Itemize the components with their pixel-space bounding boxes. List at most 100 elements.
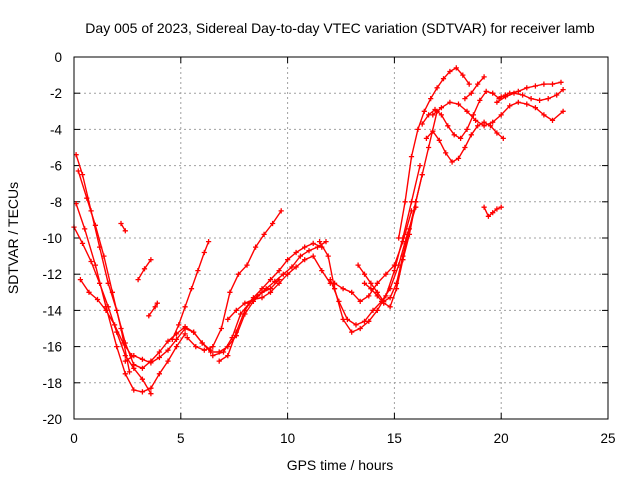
data-point xyxy=(368,280,374,286)
data-point xyxy=(114,344,120,350)
data-point xyxy=(349,329,355,335)
data-point xyxy=(438,105,444,111)
data-point xyxy=(558,79,564,85)
data-point xyxy=(293,249,299,256)
data-point xyxy=(541,81,547,87)
data-point xyxy=(458,135,464,141)
data-point xyxy=(475,81,481,87)
series-track-22 xyxy=(423,119,506,165)
x-tick-label: 0 xyxy=(70,431,78,446)
data-point xyxy=(139,376,145,382)
data-point xyxy=(86,289,92,295)
data-point xyxy=(515,88,521,94)
data-point xyxy=(520,92,526,98)
data-point xyxy=(120,340,126,346)
series-line xyxy=(333,210,413,303)
data-point xyxy=(468,132,474,138)
data-point xyxy=(285,271,291,277)
data-point xyxy=(233,329,239,335)
data-point xyxy=(310,240,316,246)
data-point xyxy=(94,296,101,303)
data-point xyxy=(97,280,103,286)
data-point xyxy=(430,128,436,134)
data-point xyxy=(103,307,109,313)
series-track-3 xyxy=(71,224,154,397)
data-point xyxy=(139,365,145,371)
data-point xyxy=(494,130,500,136)
data-point xyxy=(383,271,389,277)
data-series xyxy=(71,65,566,397)
data-point xyxy=(79,172,86,178)
data-point xyxy=(430,112,436,118)
data-point xyxy=(126,369,133,375)
data-point xyxy=(272,278,278,284)
data-point xyxy=(374,280,380,286)
y-tick-label: -4 xyxy=(50,122,62,137)
data-point xyxy=(515,99,521,105)
data-point xyxy=(267,289,274,295)
data-point xyxy=(498,112,504,118)
data-point xyxy=(122,228,128,234)
data-point xyxy=(225,353,231,359)
data-point xyxy=(135,277,141,283)
y-tick-label: -12 xyxy=(42,267,62,282)
data-point xyxy=(423,135,429,141)
data-point xyxy=(368,286,374,292)
data-point xyxy=(355,262,361,268)
data-point xyxy=(445,123,451,129)
data-point xyxy=(165,338,171,344)
series-track-9 xyxy=(146,300,160,319)
data-point xyxy=(92,262,98,268)
data-point xyxy=(165,347,171,353)
series-track-11 xyxy=(184,208,284,353)
data-point xyxy=(267,277,274,283)
data-point xyxy=(419,121,425,127)
data-point xyxy=(487,123,494,129)
series-track-14 xyxy=(225,253,333,323)
data-point xyxy=(336,298,342,304)
data-point xyxy=(259,286,265,292)
data-point xyxy=(122,371,128,377)
data-point xyxy=(201,249,207,256)
data-point xyxy=(361,280,368,286)
data-point xyxy=(438,112,444,118)
data-point xyxy=(466,81,472,87)
data-point xyxy=(122,358,128,364)
data-point xyxy=(490,210,496,216)
data-point xyxy=(270,220,276,227)
series-track-5 xyxy=(77,277,135,359)
x-tick-label: 10 xyxy=(280,431,295,446)
data-point xyxy=(216,358,222,364)
data-point xyxy=(325,253,331,259)
data-point xyxy=(244,262,250,268)
data-point xyxy=(233,307,239,313)
series-track-26 xyxy=(494,87,566,105)
data-point xyxy=(131,353,137,359)
data-point xyxy=(148,257,154,263)
data-point xyxy=(141,266,148,272)
data-point xyxy=(387,304,393,310)
data-point xyxy=(227,289,233,295)
series-line xyxy=(432,101,564,127)
data-point xyxy=(428,96,434,102)
data-point xyxy=(532,105,538,111)
data-point xyxy=(156,371,162,377)
data-point xyxy=(400,257,406,263)
data-point xyxy=(84,195,90,201)
data-point xyxy=(193,344,199,350)
data-point xyxy=(317,239,323,245)
data-point xyxy=(206,239,212,245)
series-track-8 xyxy=(118,220,128,234)
x-axis-title: GPS time / hours xyxy=(287,457,394,473)
chart-title: Day 005 of 2023, Sidereal Day-to-day VTE… xyxy=(85,20,595,36)
data-point xyxy=(242,300,248,306)
data-point xyxy=(302,257,308,263)
data-point xyxy=(406,231,412,237)
data-point xyxy=(528,96,534,102)
data-point xyxy=(297,253,303,259)
x-tick-labels: 0 5 10 15 20 25 xyxy=(70,431,615,446)
data-point xyxy=(473,117,479,123)
series-line xyxy=(120,222,127,232)
data-point xyxy=(182,304,188,310)
data-point xyxy=(259,295,265,301)
